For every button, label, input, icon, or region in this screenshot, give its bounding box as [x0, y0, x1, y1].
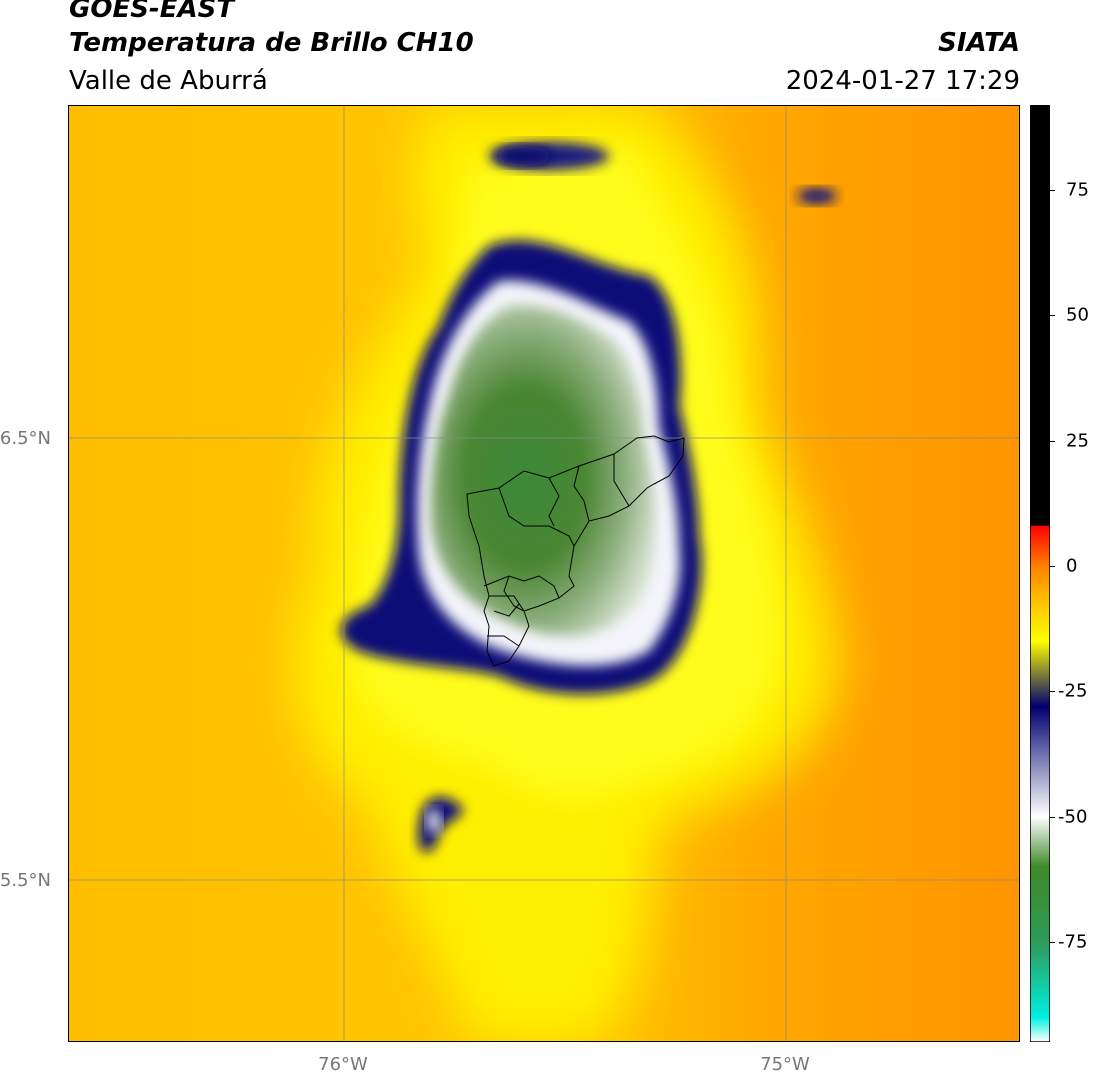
- colorbar-canvas: [1029, 104, 1051, 1043]
- boundary-inner-7: [503, 575, 525, 612]
- colorbar-tick-label: -75: [1058, 931, 1088, 953]
- northeast-cloud-patch: [797, 188, 837, 204]
- boundary-inner-9: [487, 635, 520, 647]
- southwest-small-storm: [418, 796, 464, 852]
- north-cloud-patch-2: [496, 146, 552, 166]
- colorbar-tick-mark: [1050, 941, 1055, 943]
- boundary-inner-3: [573, 465, 590, 522]
- colorbar-tick-mark: [1050, 691, 1055, 693]
- boundary-inner-2: [548, 477, 560, 527]
- brightness-temperature-map: [68, 105, 1020, 1042]
- colorbar-tick-mark: [1050, 315, 1055, 317]
- datetime-label: 2024-01-27 17:29: [785, 66, 1020, 96]
- southwest-storm-core: [427, 809, 441, 833]
- colorbar-tick-label: -25: [1058, 680, 1088, 702]
- storm-cold-core: [430, 305, 656, 637]
- boundary-inner-1: [498, 487, 575, 547]
- colorbar-tick-label: 50: [1066, 304, 1089, 326]
- boundary-inner-5: [483, 575, 560, 599]
- colorbar-tick-mark: [1050, 816, 1055, 818]
- colorbar-tick-label: 25: [1066, 430, 1089, 452]
- product-title: Temperatura de Brillo CH10: [69, 28, 474, 58]
- colorbar-tick-label: 0: [1066, 555, 1078, 577]
- boundary-inner-6: [489, 595, 525, 612]
- lat-tick-5.5: 5.5°N: [0, 870, 51, 891]
- colorbar-fill: [1029, 104, 1051, 1043]
- lon-tick-76w: 76°W: [318, 1054, 368, 1075]
- map-grid: [69, 106, 1019, 1041]
- municipal-boundaries: [466, 435, 685, 667]
- boundary-inner-4: [613, 454, 630, 507]
- boundary-inner-8: [493, 603, 520, 617]
- satellite-title: GOES-EAST: [69, 0, 235, 24]
- colorbar-tick-label: 75: [1066, 179, 1089, 201]
- region-label: Valle de Aburrá: [69, 66, 268, 96]
- agency-label: SIATA: [938, 28, 1020, 58]
- colorbar: [1029, 104, 1051, 1043]
- lat-tick-6.5: 6.5°N: [0, 428, 51, 449]
- map-canvas: [69, 106, 1019, 1041]
- colorbar-tick-mark: [1050, 565, 1055, 567]
- colorbar-tick-mark: [1050, 440, 1055, 442]
- colorbar-tick-mark: [1050, 190, 1055, 192]
- colorbar-tick-label: -50: [1058, 806, 1088, 828]
- lon-tick-75w: 75°W: [760, 1054, 810, 1075]
